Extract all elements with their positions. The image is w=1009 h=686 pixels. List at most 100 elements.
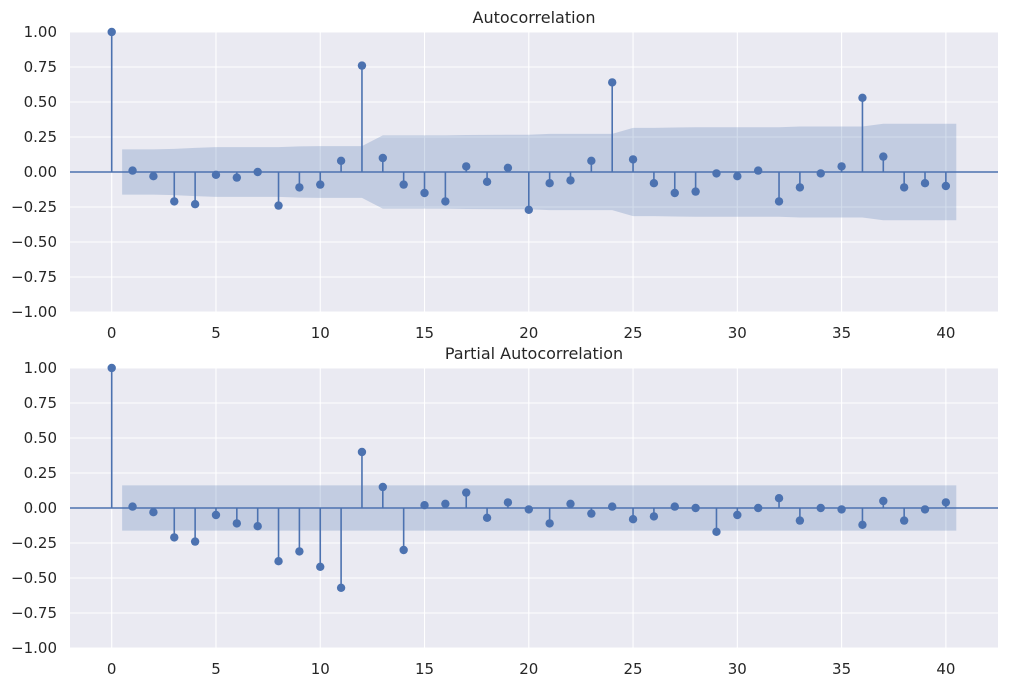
acf-x-tick-labels: 0 5 10 15 20 25 30 35 40 xyxy=(107,324,955,342)
pacf-point-lag-0 xyxy=(107,363,116,373)
pacf-x-tick-label: 5 xyxy=(211,660,221,678)
pacf-point-lag-14 xyxy=(399,545,408,555)
acf-point-lag-24 xyxy=(608,78,617,87)
acf-point-lag-40 xyxy=(941,181,951,191)
pacf-x-tick-label: 40 xyxy=(936,660,955,678)
acf-point-lag-23 xyxy=(587,156,596,165)
acf-x-tick-label: 25 xyxy=(624,324,643,342)
pacf-point-lag-22 xyxy=(566,499,575,508)
pacf-point-lag-11 xyxy=(336,583,346,592)
acf-point-lag-30 xyxy=(733,172,742,181)
acf-y-tick-label: 0.50 xyxy=(24,93,57,111)
pacf-point-lag-36 xyxy=(858,520,867,529)
pacf-point-lag-3 xyxy=(170,533,179,542)
pacf-point-lag-34 xyxy=(816,503,825,513)
acf-point-lag-16 xyxy=(441,197,450,206)
pacf-point-lag-29 xyxy=(712,527,721,536)
acf-x-tick-label: 30 xyxy=(728,324,747,342)
acf-x-tick-label: 0 xyxy=(107,324,117,342)
acf-point-lag-7 xyxy=(253,167,262,177)
acf-x-tick-label: 35 xyxy=(832,324,851,342)
pacf-point-lag-32 xyxy=(774,494,784,503)
acf-y-tick-label: 0.75 xyxy=(24,58,57,76)
pacf-point-lag-8 xyxy=(274,557,283,566)
pacf-point-lag-6 xyxy=(232,519,242,528)
pacf-y-tick-label: −0.75 xyxy=(11,604,57,622)
pacf-point-lag-27 xyxy=(670,502,679,511)
acf-point-lag-8 xyxy=(274,201,283,210)
pacf-point-lag-19 xyxy=(503,498,513,507)
pacf-point-lag-40 xyxy=(941,498,951,507)
acf-point-lag-29 xyxy=(712,169,721,178)
acf-point-lag-2 xyxy=(149,172,158,181)
acf-x-tick-label: 10 xyxy=(311,324,330,342)
acf-point-lag-12 xyxy=(357,61,367,70)
acf-point-lag-21 xyxy=(545,179,554,188)
acf-y-tick-label: −0.25 xyxy=(11,198,57,216)
acf-point-lag-26 xyxy=(649,179,659,188)
acf-point-lag-14 xyxy=(399,180,408,189)
acf-y-tick-labels: −1.00 −0.75 −0.50 −0.25 0.00 0.25 0.50 0.75 1.00 xyxy=(11,23,57,321)
pacf-y-tick-label: 0.75 xyxy=(24,394,57,412)
pacf-point-lag-31 xyxy=(753,503,763,513)
acf-x-tick-label: 20 xyxy=(519,324,538,342)
acf-y-tick-label: −0.75 xyxy=(11,268,57,286)
acf-y-tick-label: −0.50 xyxy=(11,233,57,251)
acf-point-lag-38 xyxy=(899,183,909,192)
pacf-point-lag-1 xyxy=(128,502,137,511)
pacf-point-lag-12 xyxy=(357,447,367,457)
acf-panel: 0 5 10 15 20 25 30 35 40 −1.00 −0.75 −0.50 −0.25 0.0… xyxy=(11,8,998,342)
acf-x-tick-label: 40 xyxy=(936,324,955,342)
pacf-point-lag-38 xyxy=(899,516,909,525)
acf-point-lag-35 xyxy=(837,162,846,171)
acf-point-lag-28 xyxy=(691,187,700,196)
acf-point-lag-39 xyxy=(920,179,930,188)
pacf-point-lag-15 xyxy=(420,501,429,510)
acf-point-lag-20 xyxy=(524,205,533,214)
acf-point-lag-19 xyxy=(503,163,513,172)
pacf-x-tick-label: 15 xyxy=(415,660,434,678)
acf-point-lag-0 xyxy=(107,27,116,37)
pacf-point-lag-18 xyxy=(482,513,492,522)
acf-point-lag-11 xyxy=(336,156,346,165)
pacf-point-lag-10 xyxy=(316,562,325,571)
pacf-y-tick-label: −0.50 xyxy=(11,569,57,587)
acf-stems xyxy=(107,27,951,214)
acf-point-lag-37 xyxy=(879,152,888,161)
acf-point-lag-33 xyxy=(795,183,805,192)
pacf-point-lag-28 xyxy=(691,503,700,513)
pacf-x-tick-label: 30 xyxy=(728,660,747,678)
pacf-point-lag-4 xyxy=(190,537,200,546)
pacf-y-tick-label: 1.00 xyxy=(24,359,57,377)
acf-point-lag-22 xyxy=(566,176,575,185)
pacf-point-lag-9 xyxy=(295,547,304,556)
acf-point-lag-1 xyxy=(128,166,137,175)
pacf-x-tick-labels: 0 5 10 15 20 25 30 35 40 xyxy=(107,660,955,678)
pacf-x-tick-label: 35 xyxy=(832,660,851,678)
acf-point-lag-36 xyxy=(858,93,867,103)
pacf-title: Partial Autocorrelation xyxy=(445,344,623,363)
pacf-x-tick-label: 0 xyxy=(107,660,117,678)
acf-point-lag-18 xyxy=(482,177,492,186)
pacf-x-tick-label: 10 xyxy=(311,660,330,678)
pacf-panel: 0 5 10 15 20 25 30 35 40 −1.00 −0.75 −0.50 −0.25 0.0… xyxy=(11,344,998,678)
acf-point-lag-6 xyxy=(232,173,242,182)
pacf-point-lag-2 xyxy=(149,508,158,517)
acf-point-lag-15 xyxy=(420,188,429,198)
acf-point-lag-32 xyxy=(774,197,784,206)
acf-point-lag-9 xyxy=(295,183,304,192)
pacf-y-tick-label: 0.00 xyxy=(24,499,57,517)
acf-x-tick-label: 5 xyxy=(211,324,221,342)
pacf-point-lag-35 xyxy=(837,505,846,514)
acf-point-lag-10 xyxy=(316,180,325,189)
pacf-point-lag-37 xyxy=(879,496,888,506)
pacf-point-lag-25 xyxy=(628,515,638,524)
pacf-point-lag-21 xyxy=(545,519,554,528)
acf-x-tick-label: 15 xyxy=(415,324,434,342)
acf-y-tick-label: −1.00 xyxy=(11,303,57,321)
pacf-point-lag-7 xyxy=(253,522,262,531)
pacf-y-tick-label: 0.50 xyxy=(24,429,57,447)
acf-point-lag-34 xyxy=(816,169,825,178)
acf-point-lag-13 xyxy=(378,153,388,163)
